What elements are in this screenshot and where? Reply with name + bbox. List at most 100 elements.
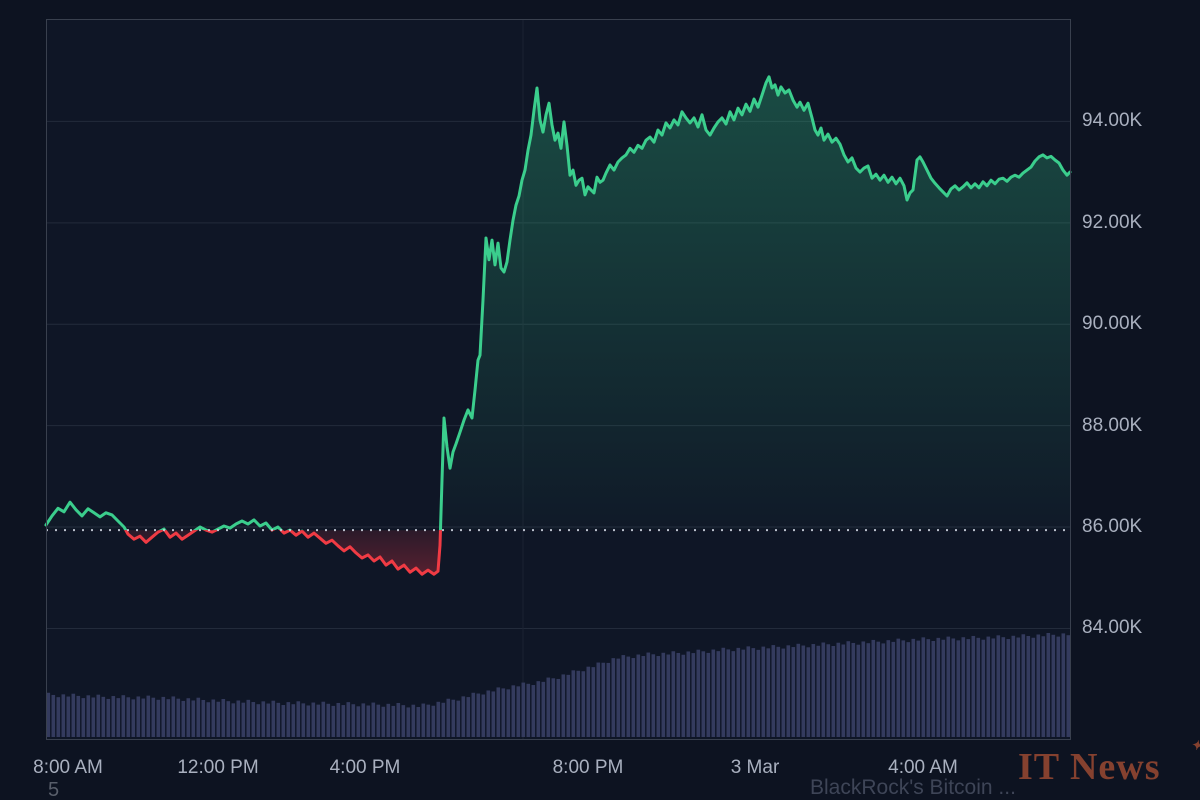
volume-bar [471, 692, 476, 737]
volume-bar [256, 704, 261, 737]
volume-bar [906, 642, 911, 737]
volume-bar [166, 699, 171, 737]
volume-bar [931, 640, 936, 737]
volume-bar [566, 674, 571, 737]
volume-bar [431, 705, 436, 737]
volume-bar [116, 698, 121, 737]
volume-bar [1066, 635, 1071, 737]
volume-bar [516, 686, 521, 737]
volume-bar [986, 636, 991, 737]
volume-bar [301, 703, 306, 737]
volume-bar [456, 700, 461, 737]
volume-bar [871, 639, 876, 737]
volume-bar [686, 651, 691, 737]
volume-bar [551, 678, 556, 737]
volume-bar [1011, 635, 1016, 737]
volume-histogram [46, 632, 1071, 737]
volume-bar [226, 701, 231, 737]
volume-bar [506, 689, 511, 737]
volume-bar [291, 704, 296, 737]
volume-bar [111, 696, 116, 737]
volume-bar [611, 658, 616, 737]
volume-bar [196, 697, 201, 737]
volume-bar [721, 647, 726, 737]
volume-bar [726, 649, 731, 737]
volume-bar [181, 700, 186, 737]
volume-bar [546, 677, 551, 737]
volume-bar [76, 695, 81, 737]
volume-bar [491, 691, 496, 737]
volume-bar [176, 698, 181, 737]
volume-bar [211, 699, 216, 737]
volume-bar [1051, 634, 1056, 737]
volume-bar [701, 651, 706, 737]
volume-bar [251, 702, 256, 737]
volume-bar [951, 638, 956, 737]
volume-bar [51, 694, 56, 737]
volume-bar [891, 641, 896, 737]
volume-bar [681, 654, 686, 737]
volume-bar [591, 667, 596, 737]
y-axis-label: 84.00K [1082, 617, 1143, 639]
volume-bar [221, 698, 226, 737]
range-label[interactable]: 5 [48, 779, 60, 800]
volume-bar [66, 696, 71, 737]
volume-bar [161, 696, 166, 737]
volume-bar [46, 692, 51, 737]
volume-bar [981, 639, 986, 737]
x-axis-label: 4:00 PM [329, 757, 401, 778]
volume-bar [446, 698, 451, 737]
volume-bar [236, 700, 241, 737]
volume-bar [241, 702, 246, 737]
volume-bar [366, 705, 371, 737]
volume-bar [781, 648, 786, 737]
volume-bar [756, 649, 761, 737]
volume-bar [826, 644, 831, 737]
volume-bar [191, 700, 196, 737]
sparkle-icon: ✦ [1190, 736, 1200, 755]
volume-bar [586, 666, 591, 737]
volume-bar [576, 670, 581, 737]
volume-bar [866, 643, 871, 737]
volume-bar [581, 671, 586, 737]
volume-bar [441, 702, 446, 737]
volume-bar [601, 662, 606, 737]
volume-bar [561, 674, 566, 737]
volume-bar [736, 647, 741, 737]
volume-bar [311, 702, 316, 737]
volume-bar [336, 702, 341, 737]
volume-bar [926, 639, 931, 737]
volume-bar [846, 641, 851, 737]
volume-bar [966, 639, 971, 737]
volume-bar [306, 705, 311, 737]
volume-bar [646, 652, 651, 737]
volume-bar [541, 681, 546, 737]
volume-bar [131, 699, 136, 737]
volume-bar [416, 706, 421, 737]
volume-bar [876, 641, 881, 737]
volume-bar [796, 643, 801, 737]
x-axis-label: 4:00 AM [888, 757, 958, 778]
volume-bar [201, 699, 206, 737]
volume-bar [481, 694, 486, 737]
volume-bar [231, 703, 236, 737]
volume-bar [606, 662, 611, 737]
volume-bar [636, 654, 641, 737]
price-line-down [124, 530, 442, 576]
volume-bar [841, 644, 846, 737]
volume-bar [691, 653, 696, 737]
area-fill-up [46, 76, 1071, 531]
volume-bar [1046, 632, 1051, 737]
volume-bar [1026, 636, 1031, 737]
volume-bar [861, 641, 866, 737]
volume-bar [216, 701, 221, 737]
volume-bar [101, 696, 106, 737]
itnews-watermark-logo: IT News ✦ [1018, 737, 1200, 792]
volume-bar [371, 702, 376, 737]
volume-bar [171, 696, 176, 737]
y-axis-label: 86.00K [1082, 516, 1143, 538]
volume-bar [811, 644, 816, 737]
volume-bar [946, 636, 951, 737]
